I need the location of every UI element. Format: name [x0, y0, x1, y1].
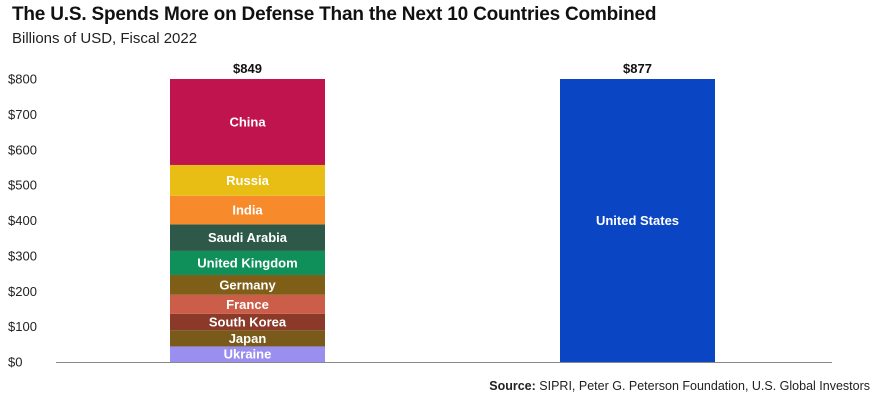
segment-label: Russia — [226, 173, 269, 188]
bar-segment — [170, 195, 325, 225]
y-tick-label: $700 — [8, 107, 37, 122]
bar-segment — [170, 250, 325, 275]
source-text: SIPRI, Peter G. Peterson Foundation, U.S… — [539, 379, 870, 393]
bar-total-label: $877 — [623, 61, 652, 76]
y-tick-label: $800 — [8, 72, 37, 87]
segment-label: Japan — [229, 331, 267, 346]
bar-total-label: $849 — [233, 61, 262, 76]
segment-label: Ukraine — [224, 347, 272, 362]
segment-label: India — [232, 203, 263, 218]
source-label: Source: — [489, 379, 536, 393]
chart-subtitle: Billions of USD, Fiscal 2022 — [12, 30, 198, 47]
bar-segment — [170, 330, 325, 347]
y-tick-label: $200 — [8, 284, 37, 299]
y-tick-label: $300 — [8, 248, 37, 263]
segment-label: South Korea — [209, 315, 287, 330]
y-tick-label: $0 — [8, 355, 22, 370]
bar-segment — [170, 346, 325, 362]
segment-label: United Kingdom — [197, 255, 297, 270]
bar-segment — [170, 164, 325, 196]
y-tick-label: $600 — [8, 142, 37, 157]
bar-segment — [170, 274, 325, 295]
bar-segment — [170, 294, 325, 314]
chart-title: The U.S. Spends More on Defense Than the… — [12, 4, 657, 25]
segment-label: Saudi Arabia — [208, 230, 288, 245]
segment-label: France — [226, 297, 269, 312]
y-tick-label: $500 — [8, 178, 37, 193]
bar-segment — [560, 79, 715, 362]
y-tick-label: $100 — [8, 319, 37, 334]
segment-label: United States — [596, 213, 679, 228]
y-tick-label: $400 — [8, 213, 37, 228]
bar-segment — [170, 79, 325, 165]
segment-label: China — [229, 114, 266, 129]
bar-segment — [170, 224, 325, 251]
bar-segment — [170, 313, 325, 331]
source-note: Source: SIPRI, Peter G. Peterson Foundat… — [489, 379, 870, 393]
segment-label: Germany — [219, 277, 276, 292]
